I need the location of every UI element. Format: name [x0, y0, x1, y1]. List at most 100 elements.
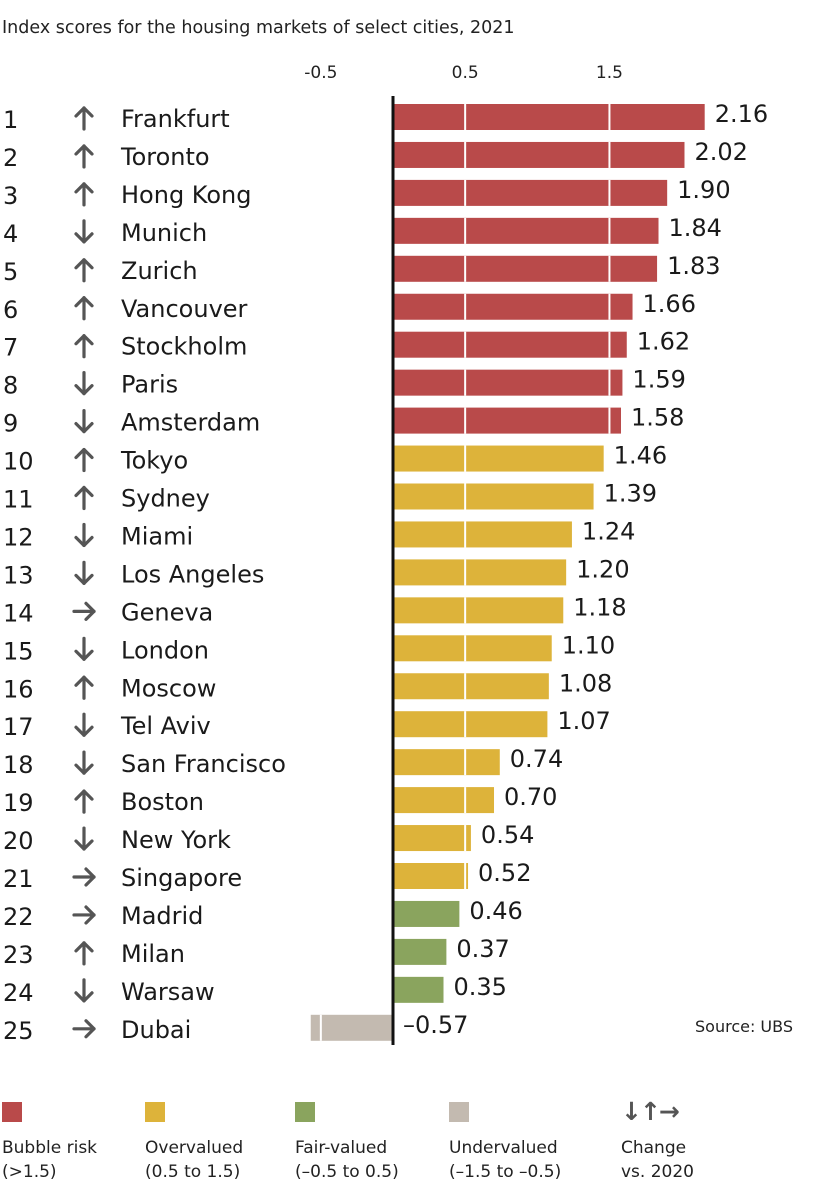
city-label-hong-kong: Hong Kong [121, 181, 251, 209]
arrow-down-icon [74, 978, 94, 1003]
rank-label: 9 [3, 410, 18, 438]
rank-label: 15 [3, 637, 34, 665]
legend-range-undervalued: (–1.5 to –0.5) [449, 1162, 562, 1182]
rank-label: 21 [3, 865, 34, 893]
arrow-up-icon [74, 258, 94, 283]
arrow-right-icon [72, 601, 96, 621]
city-label-tokyo: Tokyo [120, 447, 188, 475]
city-label-milan: Milan [121, 940, 185, 968]
city-label-geneva: Geneva [121, 598, 213, 626]
value-label-tel-aviv: 1.07 [557, 707, 610, 735]
arrow-up-icon [74, 106, 94, 131]
city-label-los-angeles: Los Angeles [121, 560, 264, 588]
arrow-down-icon [74, 712, 94, 737]
value-label-frankfurt: 2.16 [715, 100, 768, 128]
bar-munich [393, 217, 659, 244]
arrow-right-icon [72, 905, 96, 925]
arrow-up-icon [74, 144, 94, 169]
legend-item-change: ↓↑→ Change vs. 2020 [621, 1097, 694, 1183]
rank-label: 20 [3, 827, 34, 855]
change-legend-arrows-icon: ↓↑→ [621, 1097, 680, 1126]
rank-label: 6 [3, 296, 18, 324]
rank-label: 10 [3, 448, 34, 476]
value-label-hong-kong: 1.90 [677, 176, 730, 204]
bar-amsterdam [393, 407, 621, 434]
city-label-london: London [121, 636, 209, 664]
arrow-right-icon [72, 1019, 96, 1039]
value-label-san-francisco: 0.74 [510, 745, 563, 773]
rank-label: 4 [3, 220, 18, 248]
city-label-tel-aviv: Tel Aviv [120, 712, 211, 740]
value-label-sydney: 1.39 [604, 480, 657, 508]
value-label-milan: 0.37 [456, 935, 509, 963]
city-label-new-york: New York [121, 826, 231, 854]
value-label-london: 1.10 [562, 631, 615, 659]
bar-stockholm [393, 331, 627, 358]
bar-moscow [393, 673, 549, 700]
city-label-san-francisco: San Francisco [121, 750, 286, 778]
legend-item-undervalued: Undervalued (–1.5 to –0.5) [449, 1102, 561, 1182]
rank-label: 14 [3, 599, 34, 627]
bar-new-york [393, 825, 471, 852]
rank-label: 5 [3, 258, 18, 286]
bar-warsaw [393, 976, 444, 1003]
bars [310, 104, 705, 1041]
arrow-up-icon [74, 447, 94, 473]
arrow-down-icon [74, 409, 94, 434]
value-label-moscow: 1.08 [559, 669, 612, 697]
rank-label: 24 [3, 979, 34, 1007]
bar-singapore [393, 863, 469, 889]
city-label-munich: Munich [121, 219, 207, 247]
x-tick-label: -0.5 [304, 63, 337, 83]
source-note: Source: UBS [695, 1017, 793, 1036]
value-label-singapore: 0.52 [478, 859, 531, 887]
arrow-down-icon [74, 560, 94, 586]
value-label-dubai: –0.57 [403, 1011, 468, 1039]
city-label-frankfurt: Frankfurt [121, 105, 230, 133]
value-label-new-york: 0.54 [481, 821, 534, 849]
legend-range-bubble-risk: (>1.5) [2, 1162, 57, 1182]
bar-san-francisco [393, 749, 500, 776]
arrow-right-icon [72, 867, 96, 887]
legend-range-fair-valued: (–0.5 to 0.5) [295, 1162, 399, 1182]
city-label-moscow: Moscow [121, 674, 216, 702]
city-label-toronto: Toronto [120, 143, 210, 171]
legend-item-overvalued: Overvalued (0.5 to 1.5) [145, 1102, 243, 1182]
bar-paris [393, 369, 623, 396]
arrow-down-icon [74, 750, 94, 775]
arrow-down-icon [74, 371, 94, 396]
value-label-los-angeles: 1.20 [576, 555, 629, 583]
city-label-dubai: Dubai [121, 1016, 191, 1044]
bar-milan [393, 938, 447, 965]
legend-swatch-fair-valued [295, 1102, 315, 1122]
rank-label: 1 [3, 106, 18, 134]
value-label-amsterdam: 1.58 [631, 404, 684, 432]
arrow-up-icon [74, 485, 94, 511]
rank-label: 2 [3, 144, 18, 172]
rank-label: 12 [3, 523, 34, 551]
arrow-up-icon [74, 941, 94, 966]
city-label-amsterdam: Amsterdam [121, 409, 260, 437]
arrow-up-icon [74, 182, 94, 207]
city-label-zurich: Zurich [121, 257, 198, 285]
value-label-geneva: 1.18 [573, 593, 626, 621]
legend-label-change-period: vs. 2020 [621, 1162, 694, 1182]
bar-toronto [393, 141, 685, 168]
rank-label: 8 [3, 372, 18, 400]
bar-tel-aviv [393, 711, 548, 738]
arrow-up-icon [74, 296, 94, 321]
city-label-warsaw: Warsaw [121, 978, 215, 1006]
bar-boston [393, 787, 495, 814]
value-label-paris: 1.59 [632, 366, 685, 394]
city-label-vancouver: Vancouver [121, 295, 248, 323]
rank-label: 18 [3, 751, 34, 779]
legend-item-fair-valued: Fair-valued (–0.5 to 0.5) [295, 1102, 399, 1182]
value-label-toronto: 2.02 [694, 138, 747, 166]
gridlines [319, 104, 611, 1041]
value-label-madrid: 0.46 [469, 897, 522, 925]
city-label-madrid: Madrid [121, 902, 203, 930]
rank-label: 23 [3, 941, 34, 969]
value-label-miami: 1.24 [582, 517, 635, 545]
arrow-down-icon [74, 522, 94, 548]
